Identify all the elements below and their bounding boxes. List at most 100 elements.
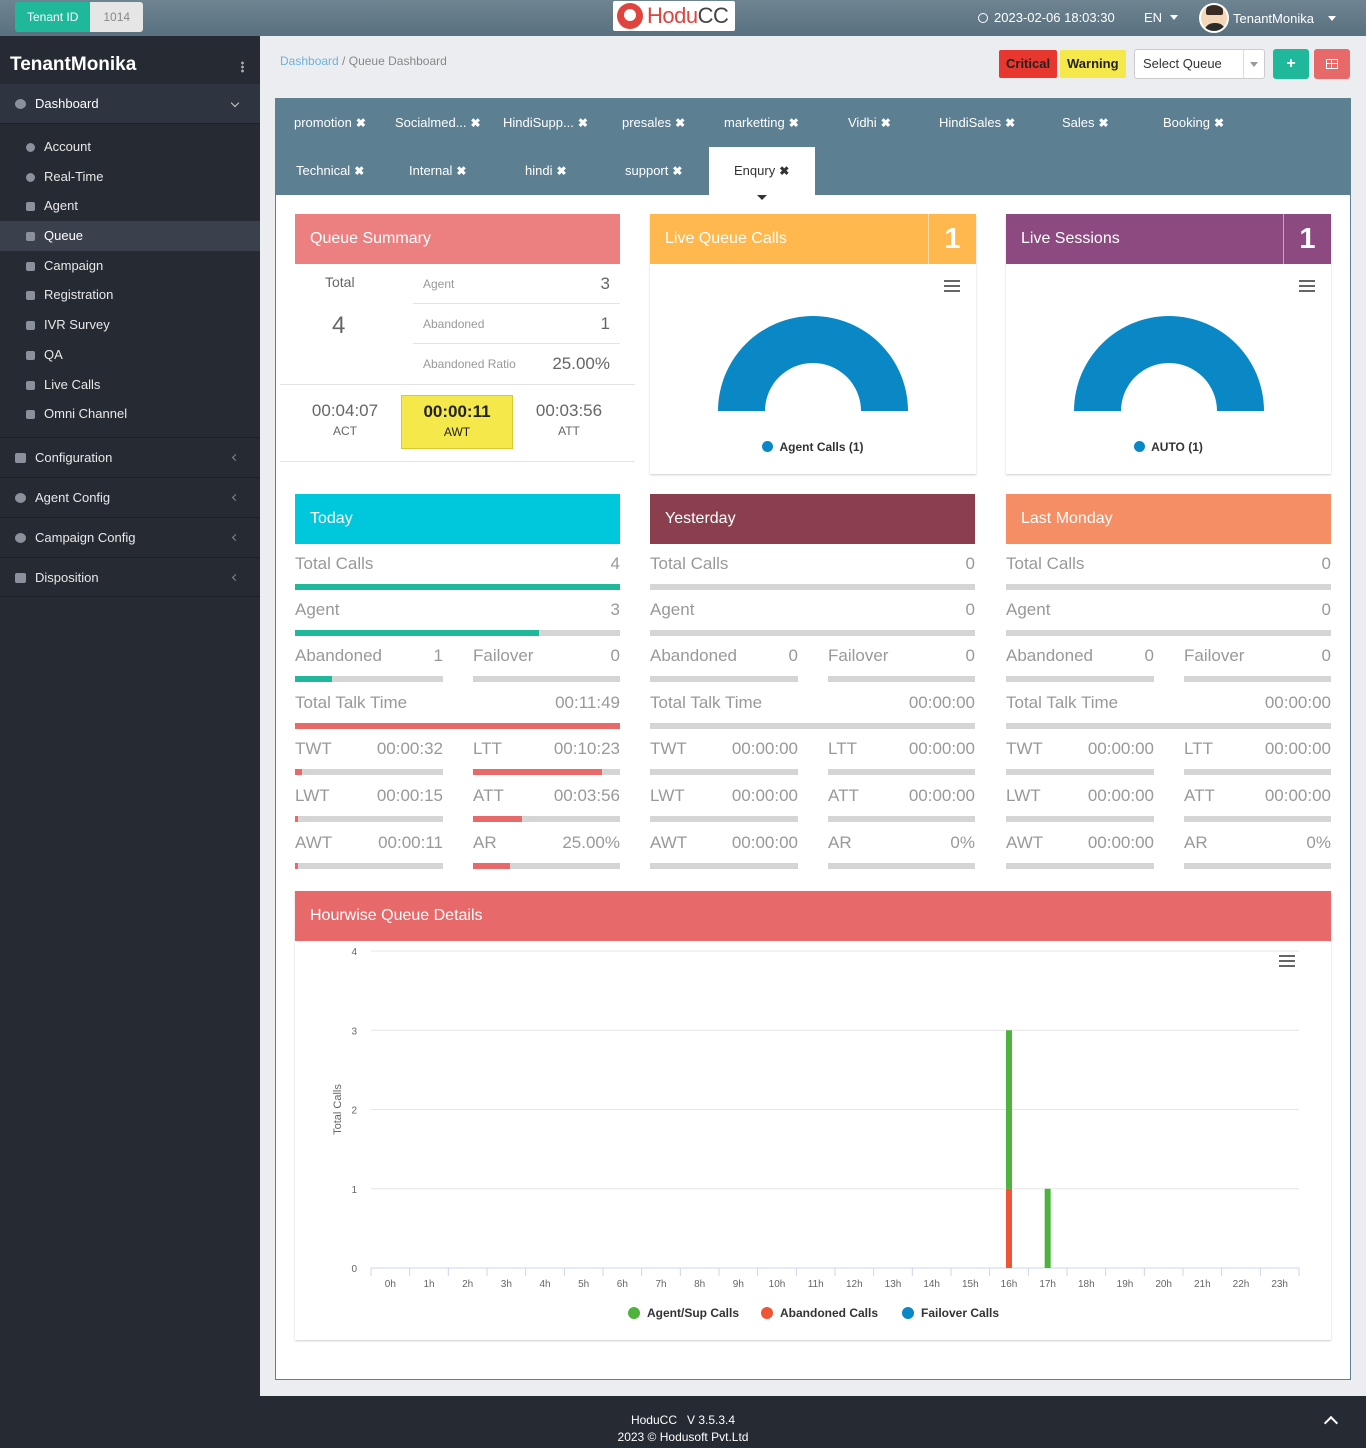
close-icon[interactable]: ✖: [1005, 116, 1016, 130]
sidebar-item-queue[interactable]: Queue: [0, 221, 260, 251]
stat-label: TWT: [295, 739, 332, 758]
tab-hindi[interactable]: hindi ✖: [525, 147, 567, 195]
tab-booking[interactable]: Booking ✖: [1163, 99, 1224, 147]
close-icon[interactable]: ✖: [456, 164, 467, 178]
stat-value: 25.00%: [562, 833, 620, 852]
table-view-button[interactable]: [1314, 49, 1350, 79]
stat-value: 0: [610, 646, 620, 665]
sidebar-item-agent[interactable]: Agent: [0, 191, 260, 221]
chevron-left-icon: [231, 573, 240, 581]
progress-bar: [1006, 863, 1154, 869]
sidebar-group-disposition[interactable]: Disposition: [0, 556, 260, 597]
tab-hindisales[interactable]: HindiSales ✖: [939, 99, 1015, 147]
kebab-menu-icon[interactable]: [241, 61, 244, 73]
tab-hindisupp[interactable]: HindiSupp... ✖: [503, 99, 588, 147]
stat-label: Agent: [295, 600, 340, 619]
stat-talk: Total Talk Time 00:00:00: [650, 683, 975, 729]
tab-internal[interactable]: Internal ✖: [409, 147, 466, 195]
critical-badge[interactable]: Critical: [999, 50, 1058, 78]
sidebar-item-qa[interactable]: QA: [0, 340, 260, 370]
close-icon[interactable]: ✖: [788, 116, 799, 130]
sidebar-item-real-time[interactable]: Real-Time: [0, 162, 260, 192]
username: TenantMonika: [1233, 10, 1314, 26]
chart-menu-icon[interactable]: [944, 280, 960, 292]
stat-failover: Failover 0: [828, 636, 975, 682]
close-icon[interactable]: ✖: [672, 164, 683, 178]
tab-vidhi[interactable]: Vidhi ✖: [848, 99, 891, 147]
stat-value: 00:00:00: [731, 833, 798, 852]
sidebar-group-agent-config[interactable]: Agent Config: [0, 476, 260, 517]
sidebar-item-account[interactable]: Account: [0, 132, 260, 162]
user-menu[interactable]: TenantMonika: [1199, 3, 1336, 33]
stat-awt: AWT 00:00:11: [295, 823, 443, 869]
stat-value: 00:00:00: [1087, 786, 1154, 805]
sidebar-item-ivr-survey[interactable]: IVR Survey: [0, 310, 260, 340]
progress-bar: [650, 863, 798, 869]
sidebar-group-configuration[interactable]: Configuration: [0, 436, 260, 477]
close-icon[interactable]: ✖: [779, 164, 790, 178]
breadcrumb-root[interactable]: Dashboard: [280, 54, 339, 68]
tab-socialmed[interactable]: Socialmed... ✖: [395, 99, 481, 147]
chart-menu-icon[interactable]: [1279, 955, 1295, 967]
tenant-id-label: Tenant ID: [15, 2, 91, 32]
period-header: Yesterday: [650, 494, 975, 544]
close-icon[interactable]: ✖: [880, 116, 891, 130]
sidebar-item-dashboard[interactable]: Dashboard: [0, 84, 260, 124]
tab-label: Vidhi: [848, 115, 877, 130]
sidebar-group-campaign-config[interactable]: Campaign Config: [0, 516, 260, 557]
warning-badge[interactable]: Warning: [1060, 50, 1126, 78]
stat-value: 0: [965, 600, 975, 619]
logo[interactable]: HoduCC: [613, 1, 735, 31]
sidebar-item-label: Omni Channel: [44, 406, 128, 422]
close-icon[interactable]: ✖: [577, 116, 588, 130]
close-icon[interactable]: ✖: [1213, 116, 1225, 130]
stat-label: ATT: [473, 786, 504, 805]
x-tick-label: 2h: [462, 1279, 473, 1290]
sidebar-item-label: Dashboard: [35, 96, 99, 111]
sidebar-item-live-calls[interactable]: Live Calls: [0, 370, 260, 400]
sidebar-item-campaign[interactable]: Campaign: [0, 251, 260, 281]
add-button[interactable]: +: [1273, 49, 1309, 79]
x-tick-label: 11h: [808, 1279, 824, 1290]
close-icon[interactable]: ✖: [675, 116, 686, 130]
live-sessions-legend[interactable]: AUTO (1): [1006, 440, 1331, 454]
tab-promotion[interactable]: promotion ✖: [294, 99, 366, 147]
x-tick-label: 23h: [1271, 1279, 1288, 1290]
progress-bar: [1184, 769, 1331, 775]
y-tick-label: 4: [351, 947, 357, 958]
live-sessions-title: Live Sessions: [1021, 230, 1120, 247]
x-tick-label: 3h: [501, 1279, 512, 1290]
select-queue-dropdown[interactable]: Select Queue: [1134, 49, 1265, 79]
progress-bar: [295, 769, 443, 775]
queue-summary-times: 00:04:07 ACT 00:00:11 AWT 00:03:56 ATT: [280, 384, 635, 462]
sidebar-item-omni-channel[interactable]: Omni Channel: [0, 399, 260, 429]
close-icon[interactable]: ✖: [556, 164, 567, 178]
close-icon[interactable]: ✖: [355, 116, 366, 130]
chart-menu-icon[interactable]: [1299, 280, 1315, 292]
row-value: 25.00%: [552, 354, 610, 373]
stat-label: AWT: [295, 833, 333, 852]
tab-enqury[interactable]: Enqury ✖: [709, 147, 815, 200]
stat-att: ATT 00:03:56: [473, 776, 620, 822]
wrench-icon: [15, 452, 26, 463]
time-label: AWT: [443, 425, 471, 439]
hourwise-header: Hourwise Queue Details: [295, 891, 1331, 941]
time-act: 00:04:07 ACT: [289, 395, 401, 449]
stat-value: 00:00:32: [376, 739, 443, 758]
sidebar-item-registration[interactable]: Registration: [0, 280, 260, 310]
stat-lwt: LWT 00:00:00: [1006, 776, 1154, 822]
close-icon[interactable]: ✖: [1098, 116, 1109, 130]
tab-sales[interactable]: Sales ✖: [1062, 99, 1109, 147]
close-icon[interactable]: ✖: [354, 164, 365, 178]
tab-presales[interactable]: presales ✖: [622, 99, 685, 147]
tab-technical[interactable]: Technical ✖: [296, 147, 364, 195]
tab-support[interactable]: support ✖: [625, 147, 682, 195]
progress-bar: [295, 630, 620, 636]
datetime: 2023-02-06 18:03:30: [978, 0, 1115, 36]
stat-label: Total Talk Time: [650, 693, 763, 712]
close-icon[interactable]: ✖: [470, 116, 481, 130]
live-queue-calls-legend[interactable]: Agent Calls (1): [650, 440, 976, 454]
tab-marketting[interactable]: marketting ✖: [724, 99, 799, 147]
language-selector[interactable]: EN: [1144, 0, 1179, 36]
gauge-arc: [718, 316, 908, 411]
